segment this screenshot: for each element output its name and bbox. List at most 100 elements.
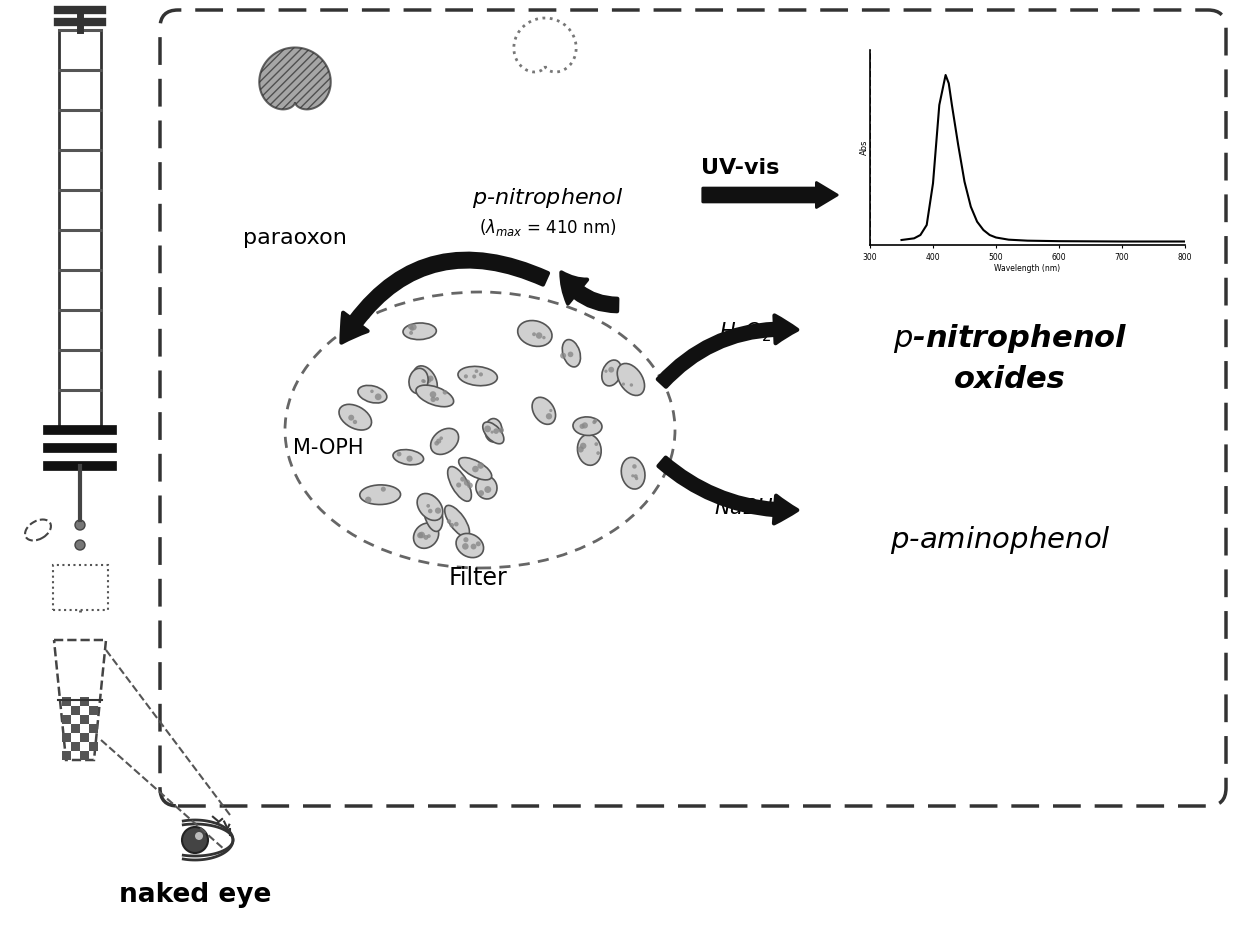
Y-axis label: Abs: Abs (860, 139, 869, 155)
Bar (89, 706, 98, 715)
Circle shape (442, 390, 447, 395)
Bar (89, 724, 98, 733)
Circle shape (76, 540, 85, 550)
Ellipse shape (577, 434, 601, 465)
Circle shape (632, 464, 637, 469)
Circle shape (430, 397, 436, 402)
Circle shape (472, 465, 478, 472)
Ellipse shape (617, 364, 644, 396)
Ellipse shape (339, 404, 372, 430)
Bar (62, 751, 71, 760)
FancyArrowPatch shape (658, 458, 797, 524)
Text: paraoxon: paraoxon (243, 228, 347, 248)
Circle shape (195, 832, 203, 840)
Circle shape (436, 439, 441, 444)
Circle shape (493, 429, 499, 434)
Circle shape (370, 390, 374, 393)
Circle shape (472, 375, 476, 379)
Circle shape (462, 544, 468, 550)
Circle shape (447, 519, 451, 524)
Circle shape (497, 430, 501, 434)
Circle shape (426, 504, 430, 508)
Ellipse shape (424, 495, 442, 531)
Circle shape (471, 544, 477, 549)
Ellipse shape (476, 476, 497, 499)
Circle shape (477, 463, 484, 469)
Circle shape (424, 373, 426, 377)
Circle shape (460, 477, 466, 481)
Circle shape (450, 523, 453, 528)
Circle shape (631, 474, 634, 478)
Circle shape (424, 535, 429, 540)
Circle shape (546, 414, 553, 419)
Circle shape (463, 537, 468, 543)
Circle shape (418, 532, 422, 538)
Circle shape (419, 531, 425, 538)
Circle shape (467, 482, 473, 488)
Circle shape (421, 511, 426, 514)
Ellipse shape (572, 417, 602, 435)
Circle shape (380, 487, 385, 492)
FancyArrowPatch shape (342, 253, 548, 343)
Circle shape (463, 479, 471, 486)
Circle shape (375, 394, 382, 400)
FancyArrowPatch shape (561, 272, 617, 311)
Circle shape (453, 522, 458, 527)
Ellipse shape (518, 320, 553, 347)
Bar (71, 742, 81, 751)
Bar (71, 724, 81, 733)
Circle shape (560, 352, 566, 359)
Bar (53, 565, 108, 610)
Circle shape (478, 372, 483, 377)
Circle shape (353, 420, 357, 424)
Circle shape (484, 486, 491, 493)
Circle shape (582, 422, 589, 429)
Circle shape (580, 443, 586, 449)
Circle shape (410, 327, 414, 331)
Text: $p$-nitrophenol
oxides: $p$-nitrophenol oxides (893, 322, 1127, 394)
Circle shape (608, 366, 615, 373)
Circle shape (408, 324, 413, 329)
Polygon shape (259, 47, 331, 109)
FancyArrowPatch shape (658, 316, 797, 387)
Circle shape (427, 376, 434, 382)
Ellipse shape (416, 385, 453, 407)
Text: naked eye: naked eye (119, 882, 271, 908)
Bar (81, 715, 89, 724)
Circle shape (478, 490, 484, 496)
Bar (81, 697, 89, 706)
Circle shape (622, 382, 624, 385)
Circle shape (535, 333, 543, 339)
Ellipse shape (458, 366, 497, 385)
Ellipse shape (393, 449, 424, 464)
Circle shape (498, 428, 504, 433)
Circle shape (476, 542, 481, 546)
Circle shape (435, 441, 439, 446)
Circle shape (348, 414, 354, 421)
X-axis label: Wavelength (nm): Wavelength (nm) (995, 265, 1061, 273)
Circle shape (633, 474, 638, 479)
Ellipse shape (409, 368, 429, 394)
Circle shape (427, 509, 432, 513)
Bar (89, 742, 98, 751)
Circle shape (549, 409, 553, 412)
Circle shape (421, 377, 426, 382)
Circle shape (475, 369, 478, 373)
Circle shape (577, 447, 584, 452)
Ellipse shape (359, 485, 400, 505)
Circle shape (456, 482, 461, 488)
Circle shape (421, 379, 425, 382)
Circle shape (435, 397, 439, 400)
Ellipse shape (602, 360, 622, 386)
Text: UV-vis: UV-vis (701, 158, 779, 178)
Ellipse shape (447, 466, 471, 501)
Bar (62, 697, 71, 706)
Ellipse shape (445, 505, 470, 537)
Ellipse shape (403, 323, 436, 340)
Text: $H_2O_2$: $H_2O_2$ (719, 320, 771, 344)
Circle shape (410, 324, 416, 331)
Ellipse shape (532, 398, 555, 424)
Circle shape (396, 451, 401, 457)
Ellipse shape (458, 458, 492, 479)
Ellipse shape (418, 494, 442, 520)
